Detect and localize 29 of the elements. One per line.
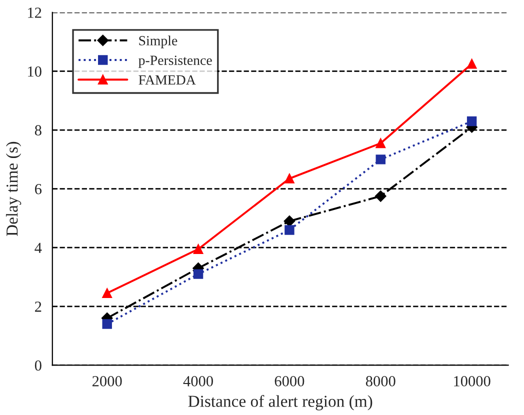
point	[284, 174, 294, 184]
y-tick-label: 12	[28, 8, 42, 18]
y-tick-label: 6	[35, 184, 42, 194]
point	[102, 288, 112, 298]
x-tick-label: 2000	[92, 376, 122, 386]
point	[466, 116, 477, 126]
point	[375, 190, 386, 202]
x-tick-label: 6000	[274, 376, 304, 386]
y-tick-label: 8	[34, 125, 42, 136]
x-tick-label: 10000	[454, 376, 490, 386]
point	[284, 225, 294, 235]
point	[376, 154, 386, 164]
point	[102, 319, 112, 329]
y-tick-label: 0	[34, 360, 42, 371]
y-tick-label: 10	[28, 66, 42, 77]
y-tick-label: 2	[35, 302, 42, 312]
x-axis-title: Distance of alert region (m)	[188, 395, 372, 410]
point	[376, 138, 386, 148]
point	[193, 244, 204, 254]
point	[284, 216, 296, 227]
point	[466, 59, 477, 69]
x-tick-label: 8000	[366, 376, 396, 386]
legend-label: Simple	[139, 36, 178, 48]
legend-label: p-Persistence	[138, 56, 212, 68]
point	[193, 269, 204, 279]
legend-label: FAMEDA	[138, 75, 196, 85]
y-axis-title: Delay time (s)	[6, 142, 22, 236]
y-tick-label: 4	[34, 242, 42, 253]
x-tick-label: 4000	[183, 376, 213, 386]
